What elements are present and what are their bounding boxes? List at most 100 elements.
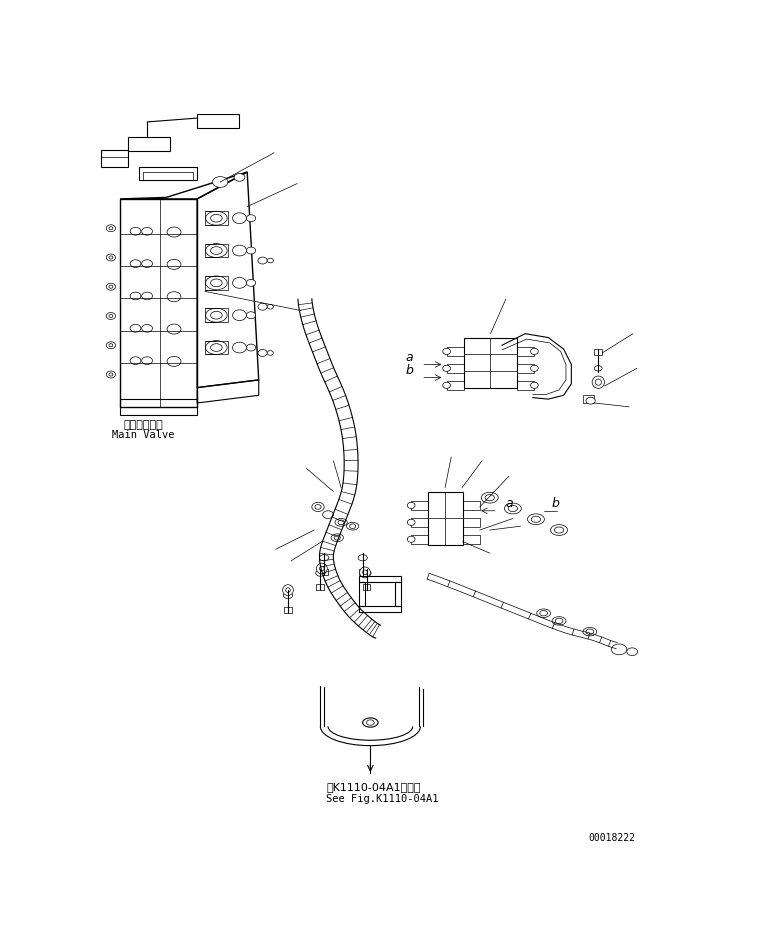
Ellipse shape: [211, 279, 222, 287]
Ellipse shape: [267, 258, 273, 263]
Ellipse shape: [363, 718, 378, 727]
Ellipse shape: [316, 570, 325, 576]
Ellipse shape: [443, 348, 451, 354]
Ellipse shape: [540, 610, 547, 616]
Ellipse shape: [407, 519, 415, 526]
Ellipse shape: [586, 397, 595, 405]
Ellipse shape: [258, 304, 267, 310]
Bar: [517, 364, 534, 373]
Ellipse shape: [349, 524, 355, 528]
Circle shape: [285, 587, 290, 592]
Bar: [463, 535, 479, 544]
Text: 第K1110-04A1図参照: 第K1110-04A1図参照: [326, 783, 421, 792]
Ellipse shape: [130, 260, 141, 268]
Bar: [205, 276, 228, 289]
Bar: [463, 338, 517, 387]
Ellipse shape: [107, 254, 116, 261]
Bar: [101, 150, 128, 168]
Bar: [143, 172, 193, 180]
Circle shape: [363, 570, 368, 575]
Ellipse shape: [555, 527, 564, 533]
Ellipse shape: [247, 311, 256, 319]
Circle shape: [317, 564, 327, 574]
Bar: [205, 308, 228, 322]
Ellipse shape: [527, 514, 544, 525]
Ellipse shape: [331, 534, 343, 542]
Bar: [205, 211, 228, 225]
Ellipse shape: [283, 592, 293, 599]
Ellipse shape: [233, 246, 247, 256]
Ellipse shape: [167, 227, 181, 237]
Ellipse shape: [212, 177, 228, 188]
Ellipse shape: [247, 248, 256, 254]
Ellipse shape: [107, 342, 116, 348]
Ellipse shape: [107, 312, 116, 320]
Ellipse shape: [109, 256, 113, 259]
Bar: [205, 244, 228, 257]
Ellipse shape: [205, 276, 227, 289]
Text: a: a: [406, 350, 413, 364]
Ellipse shape: [109, 314, 113, 318]
Ellipse shape: [233, 309, 247, 321]
Bar: [139, 167, 197, 181]
Ellipse shape: [142, 292, 152, 300]
Bar: [205, 341, 228, 354]
Ellipse shape: [107, 371, 116, 378]
Ellipse shape: [315, 505, 321, 509]
Ellipse shape: [443, 366, 451, 371]
Ellipse shape: [211, 344, 222, 351]
Ellipse shape: [594, 366, 602, 371]
Circle shape: [282, 585, 294, 596]
Ellipse shape: [247, 215, 256, 222]
Ellipse shape: [205, 341, 227, 354]
Text: 00018222: 00018222: [588, 833, 635, 843]
Bar: [517, 381, 534, 390]
Ellipse shape: [508, 506, 517, 511]
Circle shape: [592, 376, 604, 388]
Ellipse shape: [481, 492, 498, 503]
Ellipse shape: [205, 308, 227, 322]
Text: b: b: [551, 497, 559, 510]
Ellipse shape: [142, 357, 152, 365]
Text: a: a: [505, 497, 513, 510]
Ellipse shape: [109, 286, 113, 288]
Ellipse shape: [233, 213, 247, 224]
Bar: [128, 137, 170, 151]
Bar: [320, 568, 328, 575]
Ellipse shape: [320, 555, 329, 561]
Bar: [359, 568, 367, 575]
Ellipse shape: [335, 519, 347, 526]
Ellipse shape: [530, 382, 538, 388]
Text: b: b: [406, 364, 413, 377]
Ellipse shape: [611, 644, 627, 655]
Ellipse shape: [537, 609, 550, 618]
Ellipse shape: [234, 173, 245, 181]
Text: See Fig.K1110-04A1: See Fig.K1110-04A1: [326, 794, 439, 803]
Ellipse shape: [323, 511, 333, 519]
Ellipse shape: [338, 520, 344, 525]
Bar: [463, 518, 479, 527]
Ellipse shape: [247, 344, 256, 351]
Bar: [583, 395, 594, 403]
Ellipse shape: [443, 382, 451, 388]
Ellipse shape: [130, 228, 141, 235]
Ellipse shape: [531, 516, 540, 523]
Ellipse shape: [485, 495, 495, 501]
Ellipse shape: [556, 618, 563, 624]
Text: Main Valve: Main Valve: [112, 430, 174, 441]
Bar: [284, 607, 291, 613]
Ellipse shape: [530, 366, 538, 371]
Bar: [395, 583, 401, 605]
Ellipse shape: [258, 257, 267, 264]
Ellipse shape: [130, 357, 141, 365]
Ellipse shape: [258, 349, 267, 356]
Ellipse shape: [142, 260, 152, 268]
Ellipse shape: [205, 211, 227, 225]
Ellipse shape: [583, 627, 597, 636]
Ellipse shape: [167, 291, 181, 302]
Ellipse shape: [586, 629, 594, 634]
Ellipse shape: [167, 356, 181, 367]
Ellipse shape: [407, 536, 415, 543]
Bar: [447, 364, 463, 373]
Ellipse shape: [211, 247, 222, 254]
